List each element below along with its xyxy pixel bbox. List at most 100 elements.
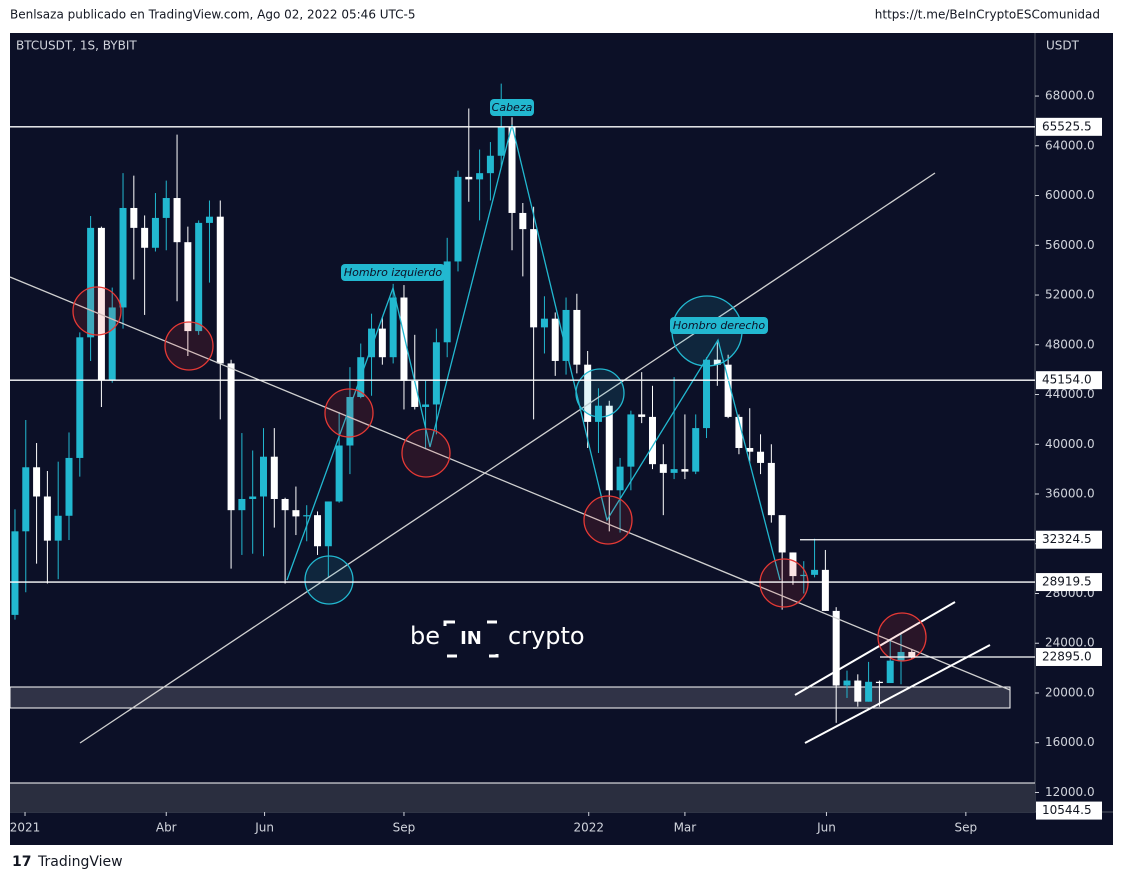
- candle-body: [346, 397, 354, 446]
- candle-body: [843, 680, 851, 686]
- candle-body: [573, 309, 581, 365]
- circle: [164, 321, 214, 371]
- trend-line: [79, 172, 936, 744]
- candle-body: [594, 405, 602, 422]
- level-label-box: [1036, 117, 1102, 136]
- circle: [401, 428, 451, 478]
- x-tick-label: Jun: [816, 821, 836, 835]
- x-tick-label: Mar: [674, 821, 697, 835]
- candle-body: [205, 216, 213, 223]
- y-tick-label: 64000.0: [1045, 138, 1095, 152]
- candle-body: [486, 155, 494, 174]
- candle-body: [832, 610, 840, 686]
- chart-background: [10, 33, 1113, 845]
- annotation-box: [341, 264, 445, 281]
- circle: [877, 612, 927, 662]
- candle-body: [184, 242, 192, 332]
- candle-body: [87, 227, 95, 338]
- channel-line: [794, 601, 956, 696]
- candle-body: [875, 681, 883, 684]
- header-right: https://t.me/BeInCryptoESComunidad: [875, 8, 1100, 22]
- candle-body: [562, 309, 570, 361]
- level-label-box: [1036, 530, 1102, 549]
- candle-body: [476, 173, 484, 180]
- candle-body: [865, 681, 873, 702]
- candle-body: [443, 261, 451, 343]
- y-tick-label: 12000.0: [1045, 785, 1095, 799]
- candle-body: [108, 307, 116, 380]
- candle-body: [692, 428, 700, 472]
- candle-body: [411, 380, 419, 407]
- watermark-text: crypto: [508, 622, 585, 650]
- pattern-line: [286, 124, 781, 581]
- candle-body: [11, 531, 19, 615]
- candle-body: [432, 342, 440, 405]
- candle-body: [778, 515, 786, 553]
- candle-body: [22, 467, 30, 532]
- candle-body: [76, 337, 84, 458]
- y-axis-label: USDT: [1046, 39, 1080, 53]
- circle: [759, 558, 809, 608]
- x-tick-label: Jun: [254, 821, 274, 835]
- level-label: 22895.0: [1042, 649, 1092, 663]
- level-label: 10544.5: [1042, 803, 1092, 817]
- candle-body: [119, 207, 127, 308]
- candle-body: [54, 515, 62, 541]
- candle-body: [584, 364, 592, 422]
- circle: [583, 495, 633, 545]
- candle-body: [195, 222, 203, 332]
- candle-body: [65, 457, 73, 516]
- candle-body: [540, 318, 548, 328]
- candle-body: [886, 660, 894, 684]
- candle-body: [800, 574, 808, 577]
- x-tick-label: Sep: [393, 821, 416, 835]
- annotation-box: [670, 317, 768, 334]
- candle-body: [130, 207, 138, 228]
- candle-body: [627, 414, 635, 467]
- candles: [11, 83, 916, 723]
- candle-body: [303, 515, 311, 517]
- chart-title: BTCUSDT, 1S, BYBIT: [16, 39, 137, 53]
- candle-body: [497, 127, 505, 156]
- y-tick-label: 60000.0: [1045, 188, 1095, 202]
- support-zone: [9, 686, 1011, 709]
- candle-body: [270, 456, 278, 499]
- candle-body: [616, 466, 624, 491]
- y-tick-label: 56000.0: [1045, 238, 1095, 252]
- circle: [72, 286, 122, 336]
- circle: [575, 368, 625, 418]
- candle-body: [757, 451, 765, 463]
- annotation: Cabeza: [492, 101, 533, 114]
- axes: 12000.016000.020000.024000.028000.032000…: [10, 89, 1102, 835]
- annotation: Hombro izquierdo: [344, 266, 443, 279]
- x-tick-label: 2021: [10, 821, 41, 835]
- candle-body: [854, 680, 862, 702]
- level-label: 45154.0: [1042, 373, 1092, 387]
- candle-body: [335, 445, 343, 502]
- candle-body: [238, 498, 246, 511]
- candle-body: [735, 416, 743, 448]
- candle-body: [746, 447, 754, 452]
- candle-body: [216, 216, 224, 364]
- drawings: [9, 124, 1011, 744]
- circle: [324, 388, 374, 438]
- candle-body: [465, 176, 473, 180]
- candle-body: [281, 498, 289, 511]
- level-label-box: [1036, 647, 1102, 666]
- candle-body: [530, 229, 538, 328]
- annotations: Cabeza Hombro izquierdo Hombro derecho: [341, 99, 768, 334]
- trend-line: [9, 276, 1011, 691]
- candle-body: [519, 212, 527, 230]
- level-label: 32324.5: [1042, 532, 1092, 546]
- candle-body: [605, 405, 613, 491]
- y-tick-label: 16000.0: [1045, 735, 1095, 749]
- candle-body: [897, 651, 905, 661]
- y-tick-label: 44000.0: [1045, 387, 1095, 401]
- y-tick-label: 68000.0: [1045, 89, 1095, 103]
- candle-body: [551, 318, 559, 361]
- level-label-box: [1036, 573, 1102, 592]
- level-label-box: [1036, 371, 1102, 390]
- y-tick-label: 52000.0: [1045, 288, 1095, 302]
- candle-body: [227, 363, 235, 511]
